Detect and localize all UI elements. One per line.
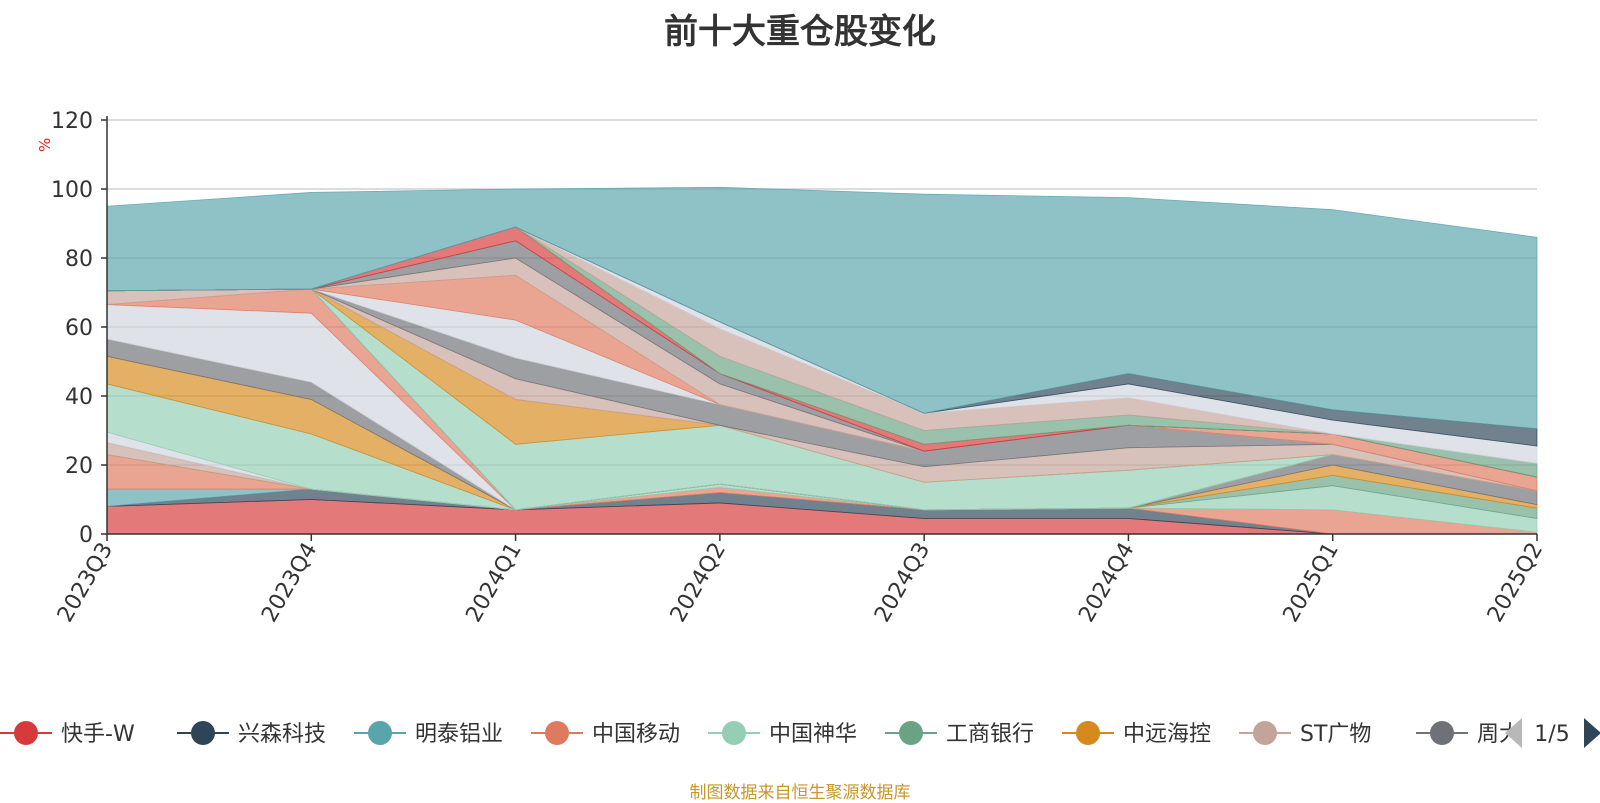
area-series-33[interactable] bbox=[106, 186, 1538, 430]
legend-label: 明泰铝业 bbox=[415, 722, 503, 747]
x-tick-label: 2023Q4 bbox=[257, 539, 322, 627]
legend-marker bbox=[1076, 721, 1100, 745]
legend-marker bbox=[368, 721, 392, 745]
legend-marker bbox=[1253, 721, 1277, 745]
x-tick-label: 2024Q1 bbox=[461, 539, 526, 627]
x-tick-label: 2023Q3 bbox=[53, 539, 118, 627]
area-series bbox=[106, 186, 1538, 535]
data-source-note: 制图数据来自恒生聚源数据库 bbox=[689, 783, 911, 803]
legend-item[interactable]: 中远海控 bbox=[1062, 721, 1211, 747]
legend-marker bbox=[722, 721, 746, 745]
y-tick-label: 60 bbox=[65, 316, 93, 341]
legend-marker bbox=[14, 721, 38, 745]
legend-item[interactable]: 中国神华 bbox=[708, 721, 857, 747]
legend-label: 中国神华 bbox=[769, 722, 857, 747]
y-tick-label: 80 bbox=[65, 247, 93, 272]
legend-label: 中远海控 bbox=[1123, 722, 1211, 747]
x-tick-label: 2025Q1 bbox=[1279, 539, 1344, 627]
legend-item[interactable]: 工商银行 bbox=[885, 721, 1034, 747]
legend-marker bbox=[899, 721, 923, 745]
legend-item[interactable]: 明泰铝业 bbox=[354, 721, 503, 747]
legend-item[interactable]: 快手-W bbox=[0, 721, 135, 747]
legend-item[interactable]: 中国移动 bbox=[531, 721, 680, 747]
legend-marker bbox=[191, 721, 215, 745]
x-tick-label: 2024Q4 bbox=[1074, 539, 1139, 627]
x-tick-label: 2025Q2 bbox=[1483, 539, 1548, 627]
legend-label: 中国移动 bbox=[592, 722, 680, 747]
x-tick-label: 2024Q3 bbox=[870, 539, 935, 627]
y-tick-label: 40 bbox=[65, 385, 93, 410]
legend-label: 兴森科技 bbox=[238, 722, 326, 747]
y-tick-label: 120 bbox=[51, 109, 93, 134]
legend-marker bbox=[1430, 721, 1454, 745]
pager-text: 1/5 bbox=[1534, 722, 1569, 747]
triangle-right-icon[interactable] bbox=[1584, 718, 1600, 748]
legend-item[interactable]: 周大 bbox=[1416, 721, 1521, 747]
triangle-left-icon[interactable] bbox=[1505, 718, 1522, 748]
x-tick-label: 2024Q2 bbox=[666, 539, 731, 627]
y-tick-label: 20 bbox=[65, 454, 93, 479]
stacked-area-chart: 0 20 40 60 80 100 120 2023Q3 2023Q4 2024Q1 2024Q2 2… bbox=[0, 109, 1600, 748]
legend-pager: 1/5 bbox=[1505, 718, 1600, 748]
y-tick-label: 100 bbox=[51, 178, 93, 203]
y-tick-label: 0 bbox=[79, 523, 93, 548]
legend: 快手-W 兴森科技 明泰铝业 中国移动 中国神华 工商银行 中远海控 ST广物 周大 1/5 bbox=[0, 718, 1600, 748]
legend-label: 工商银行 bbox=[946, 722, 1034, 747]
chart-title: 前十大重仓股变化 bbox=[664, 12, 936, 52]
legend-item[interactable]: ST广物 bbox=[1239, 721, 1371, 747]
legend-label: 快手-W bbox=[61, 722, 135, 747]
legend-item[interactable]: 兴森科技 bbox=[177, 721, 326, 747]
legend-marker bbox=[545, 721, 569, 745]
legend-label: ST广物 bbox=[1300, 722, 1371, 747]
